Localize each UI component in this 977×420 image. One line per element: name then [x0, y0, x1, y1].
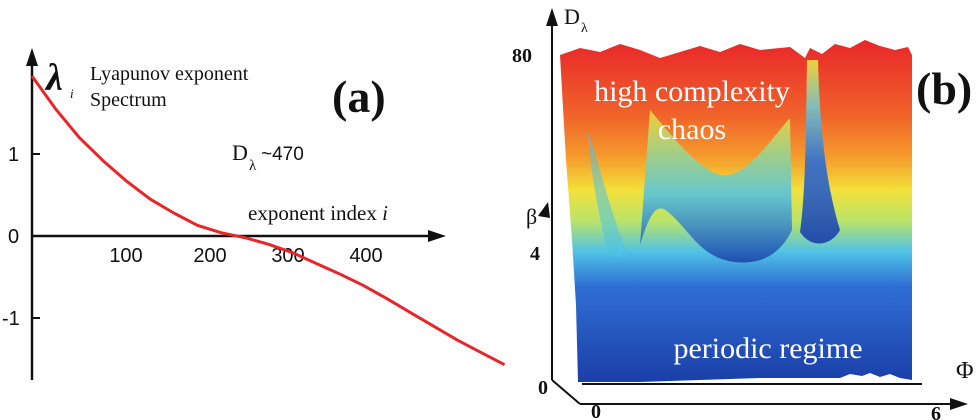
a-x-label: exponent index i: [248, 201, 388, 225]
b-panel-label: (b): [916, 63, 972, 114]
surface-slot: [800, 60, 840, 244]
surface-ridge: [588, 130, 626, 258]
a-y-tick-label: -1: [2, 308, 20, 330]
a-annotation-sub: λ: [249, 158, 257, 174]
a-series-line: [30, 75, 506, 367]
b-beta-axis-arrow-icon: [538, 202, 550, 218]
a-y-tick-label: 1: [8, 144, 19, 166]
a-x-axis-arrow-icon: [428, 230, 446, 242]
a-x-tick-label: 400: [349, 245, 382, 267]
a-annotation-value: ~470: [261, 144, 304, 165]
b-depth-axis: [551, 379, 581, 405]
b-phi-axis-arrow-icon: [950, 398, 968, 410]
panel-a-lyapunov-spectrum: λ i Lyapunov exponent Spectrum (a) D λ ~…: [2, 48, 506, 380]
b-beta-label: β: [526, 204, 537, 229]
b-x-tick-min: 0: [591, 401, 601, 420]
a-y-tick-label: 0: [8, 226, 19, 248]
a-legend-line1: Lyapunov exponent: [90, 63, 249, 85]
a-x-tick-label: 300: [271, 245, 304, 267]
b-region-top-line1: high complexity: [594, 75, 790, 108]
b-origin-label: 0: [538, 377, 548, 399]
a-y-symbol-sub: i: [70, 86, 74, 101]
b-phi-label: Φ: [956, 358, 974, 384]
a-annotation-main: D: [232, 140, 248, 165]
a-legend-line2: Spectrum: [90, 89, 167, 111]
b-z-label-main: D: [564, 4, 580, 29]
b-beta-tick-max: 4: [530, 243, 540, 265]
panel-b-complexity-surface: D λ 80 β 4 0 0 6 Φ (b) high complexity c…: [512, 4, 974, 420]
b-x-tick-max: 6: [931, 403, 941, 420]
b-z-axis-arrow-icon: [546, 8, 558, 26]
a-y-symbol: λ: [44, 57, 63, 99]
b-z-label-sub: λ: [581, 21, 588, 36]
a-x-tick-label: 100: [109, 245, 142, 267]
surface-valley: [640, 110, 792, 263]
b-region-bottom: periodic regime: [673, 332, 862, 365]
a-x-label-text: exponent index: [248, 201, 382, 225]
b-z-tick-max: 80: [512, 45, 532, 67]
a-panel-label: (a): [332, 71, 386, 122]
a-x-tick-label: 200: [193, 245, 226, 267]
a-y-axis-arrow-icon: [26, 48, 38, 66]
a-x-label-var: i: [382, 201, 388, 225]
b-region-top-line2: chaos: [658, 113, 726, 146]
